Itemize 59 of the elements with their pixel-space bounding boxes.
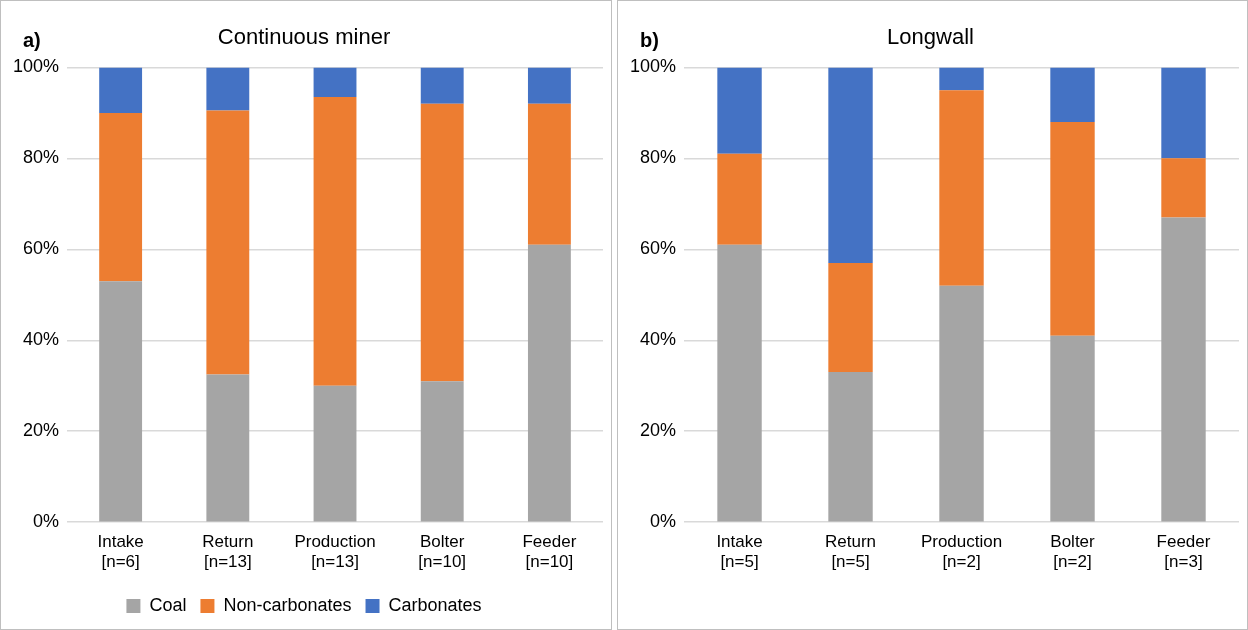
y-tick-label: 20% [640, 420, 677, 441]
x-tick-label: Feeder [n=10] [522, 532, 577, 572]
y-tick-label: 100% [629, 56, 677, 77]
bar [527, 67, 571, 104]
bar [828, 262, 873, 373]
bar [527, 103, 571, 245]
bar [717, 67, 762, 154]
x-tick-label: Intake [n=6] [97, 532, 144, 572]
bar [717, 244, 762, 522]
x-tick-label: Production [n=13] [294, 532, 376, 572]
bar [939, 67, 984, 91]
bar [828, 372, 873, 522]
bar [206, 67, 250, 111]
y-tick-label: 0% [33, 511, 60, 532]
bar [206, 110, 250, 375]
bar [99, 67, 143, 113]
text: b) [640, 29, 659, 52]
y-tick-label: 40% [640, 329, 677, 350]
bar [420, 67, 464, 104]
bar [420, 103, 464, 382]
bar [828, 67, 873, 263]
x-tick-label: Feeder [n=3] [1156, 532, 1211, 572]
x-tick-label: Return [n=13] [202, 532, 254, 572]
bar [1050, 335, 1095, 522]
y-tick-label: 80% [23, 147, 60, 168]
bar [1161, 217, 1206, 522]
text: a) [23, 29, 41, 52]
bar [420, 381, 464, 522]
bar [313, 96, 357, 386]
bar [1161, 67, 1206, 159]
bar [527, 244, 571, 522]
bar [939, 90, 984, 286]
bar [206, 374, 250, 522]
bar [1050, 121, 1095, 336]
bar [717, 153, 762, 245]
y-tick-label: 20% [23, 420, 60, 441]
bar [939, 285, 984, 522]
bar [1161, 158, 1206, 218]
bar [99, 112, 143, 282]
bar [1050, 67, 1095, 122]
x-tick-label: Bolter [n=10] [418, 532, 467, 572]
chart-title: Continuous miner [217, 24, 391, 50]
x-tick-label: Intake [n=5] [716, 532, 763, 572]
y-tick-label: 0% [650, 511, 677, 532]
legend-label: Coal [149, 594, 187, 615]
bar [313, 67, 357, 97]
legend-label: Carbonates [388, 594, 482, 615]
x-tick-label: Production [n=2] [920, 532, 1003, 572]
x-tick-label: Return [n=5] [825, 532, 877, 572]
bar [99, 281, 143, 522]
y-tick-label: 80% [640, 147, 677, 168]
y-tick-label: 100% [12, 56, 60, 77]
legend-label: Non-carbonates [223, 594, 352, 615]
bar [313, 385, 357, 522]
y-tick-label: 60% [23, 238, 60, 259]
y-tick-label: 60% [640, 238, 677, 259]
chart-title: Longwall [887, 24, 974, 50]
x-tick-label: Bolter [n=2] [1050, 532, 1096, 572]
y-tick-label: 40% [23, 329, 60, 350]
